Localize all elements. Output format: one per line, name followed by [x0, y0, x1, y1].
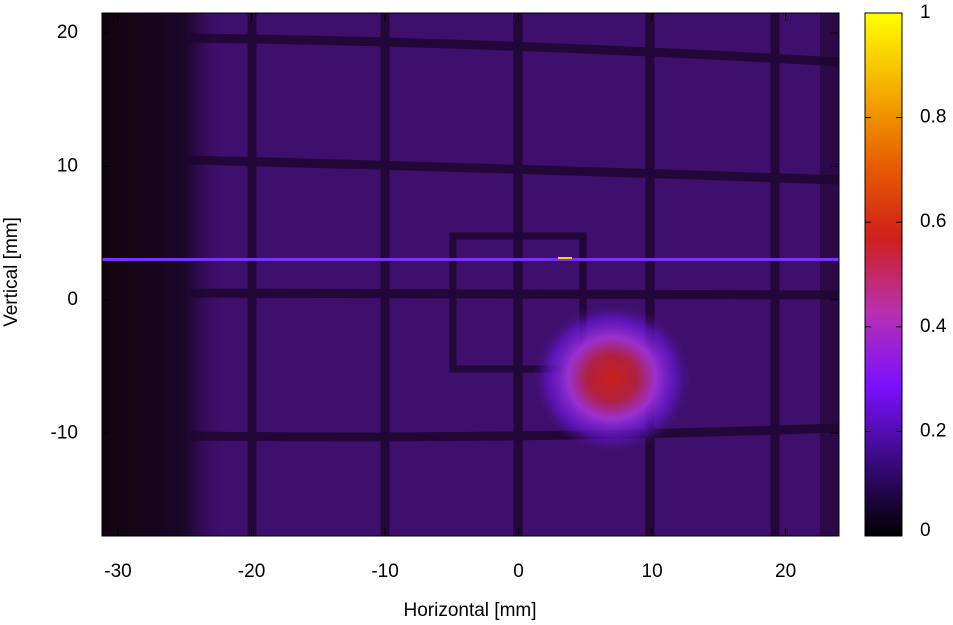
- x-tick-label: -20: [238, 561, 265, 582]
- colorbar-tick-label: 0: [920, 520, 931, 541]
- colorbar-tick-label: 0.2: [920, 420, 946, 441]
- plot-border: [101, 12, 840, 537]
- colorbar-tick-label: 1: [920, 2, 931, 23]
- x-tick-label: 20: [775, 561, 796, 582]
- colorbar-border: [864, 12, 903, 537]
- x-axis-label: Horizontal [mm]: [403, 600, 536, 621]
- colorbar-tick-label: 0.6: [920, 211, 946, 232]
- colorbar-tick-label: 0.4: [920, 316, 947, 337]
- x-tick-label: -30: [104, 561, 131, 582]
- x-tick-label: -10: [371, 561, 398, 582]
- y-tick-label: 0: [67, 289, 78, 310]
- heatmap-image: [102, 13, 839, 536]
- x-tick-label: 10: [642, 561, 663, 582]
- x-tick-label: 0: [513, 561, 524, 582]
- y-tick-label: 10: [57, 155, 78, 176]
- y-axis-label: Vertical [mm]: [1, 217, 22, 327]
- y-tick-label: 20: [57, 22, 78, 43]
- colorbar-tick-label: 0.8: [920, 107, 946, 128]
- colorbar: [865, 13, 902, 536]
- y-tick-label: -10: [51, 422, 78, 443]
